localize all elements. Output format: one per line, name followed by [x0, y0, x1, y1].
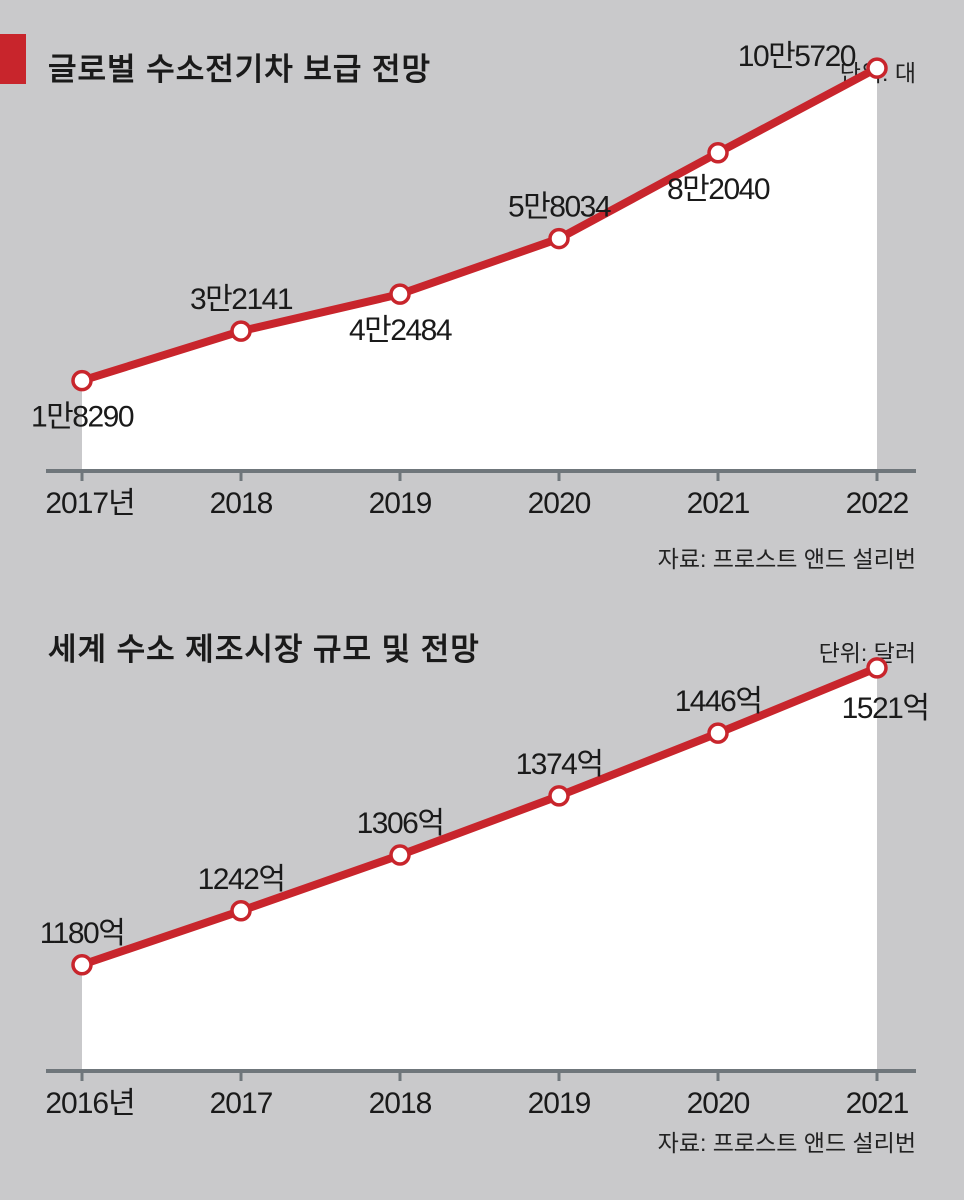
chart-2-point: [389, 844, 411, 866]
chart-1-point: [707, 142, 729, 164]
chart-2-point: [548, 785, 570, 807]
chart-1-tick-label: 2020: [528, 487, 591, 520]
chart-2-point: [230, 900, 252, 922]
chart-1-title: 글로벌 수소전기차 보급 전망: [48, 52, 432, 87]
title-accent-bar: [0, 34, 26, 84]
chart-1-series-line: [78, 64, 881, 385]
chart-1-point: [71, 369, 93, 392]
chart-2-source: 자료: 프로스트 앤드 설리번: [657, 1130, 916, 1156]
chart-2-data-label: 1374억: [516, 748, 603, 781]
chart-1-data-label: 4만2484: [349, 314, 452, 347]
chart-1-data-label: 5만8034: [508, 191, 611, 224]
chart-2-tick-label: 2021: [846, 1087, 909, 1120]
chart-2-data-label: 1180억: [40, 917, 125, 950]
chart-2-point: [866, 657, 888, 679]
chart-2-title: 세계 수소 제조시장 규모 및 전망: [48, 632, 480, 667]
chart-2-series-line: [78, 663, 881, 969]
chart-1-tick-label: 2017년: [45, 487, 134, 520]
chart-2-unit-label: 단위: 달러: [818, 640, 916, 666]
chart-1-point: [548, 227, 570, 250]
chart-1-source: 자료: 프로스트 앤드 설리번: [657, 546, 916, 572]
chart-2-tick-label: 2019: [528, 1087, 591, 1120]
chart-1-tick-label: 2022: [846, 487, 909, 520]
chart-1-data-label: 8만2040: [667, 173, 770, 206]
chart-2-data-label: 1306억: [357, 807, 444, 840]
chart-1-data-label: 1만8290: [31, 401, 134, 434]
chart-2-tick-label: 2016년: [45, 1087, 134, 1120]
chart-1-point: [866, 57, 888, 79]
chart-2-data-label: 1242억: [198, 863, 285, 896]
chart-2-hydrogen-market-line-chart: 2016년 2017 2018 2019 2020 2021 1180억 1242억 1306억…: [40, 657, 930, 1120]
chart-2-area-fill: [82, 667, 877, 1071]
chart-1-data-label: 10만5720: [738, 40, 856, 73]
chart-1-ev-supply-line-chart: 2017년 2018 2019 2020 2021 2022 1만8290 3만2141 4만2…: [31, 40, 916, 520]
chart-1-data-label: 3만2141: [190, 283, 293, 316]
chart-2-point: [71, 954, 93, 976]
chart-2-point: [707, 722, 729, 744]
chart-1-point: [389, 283, 411, 305]
chart-2-data-label: 1521억: [842, 692, 929, 725]
chart-2-data-label: 1446억: [675, 685, 762, 718]
chart-1-tick-label: 2018: [210, 487, 273, 520]
chart-1-tick-label: 2019: [369, 487, 432, 520]
chart-1-tick-label: 2021: [687, 487, 750, 520]
chart-2-tick-label: 2020: [687, 1087, 750, 1120]
chart-1-point: [230, 320, 252, 342]
chart-2-tick-label: 2017: [210, 1087, 273, 1120]
chart-2-tick-label: 2018: [369, 1087, 432, 1120]
